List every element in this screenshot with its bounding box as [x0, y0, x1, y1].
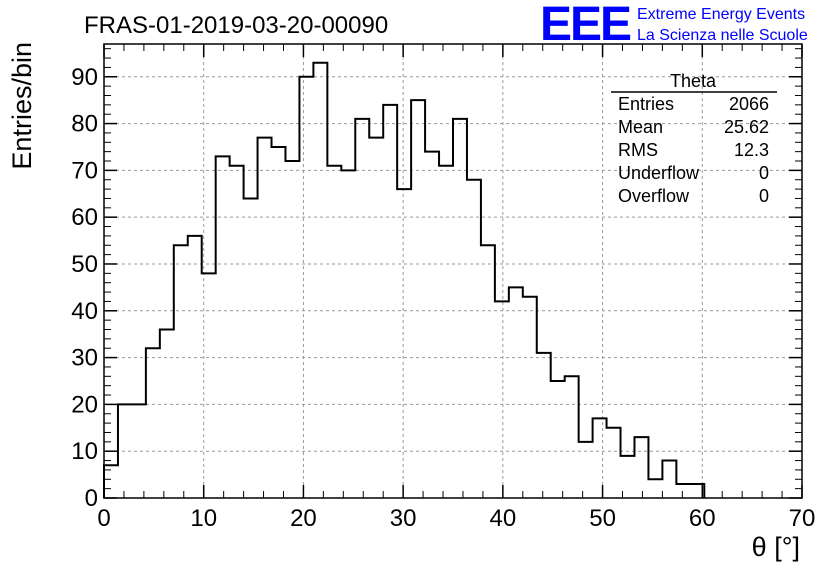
stats-row-value: 25.62 — [724, 117, 769, 137]
histogram-bin — [327, 166, 341, 498]
histogram-bin — [634, 437, 648, 498]
histogram-bin — [411, 100, 425, 498]
y-tick-label: 90 — [71, 64, 98, 91]
logo-line-1: Extreme Energy Events — [637, 6, 805, 23]
y-tick-label: 70 — [71, 157, 98, 184]
histogram-bin — [230, 166, 244, 498]
stats-row-label: Overflow — [618, 186, 690, 206]
histogram-bin — [272, 147, 286, 498]
histogram-bin — [495, 301, 509, 498]
logo-mark: EEE — [540, 0, 631, 51]
x-tick-labels: 0 10 20 30 40 50 60 70 — [97, 505, 815, 532]
histogram-bin — [258, 138, 272, 498]
histogram-bin — [453, 119, 467, 498]
x-tick-label: 50 — [589, 505, 616, 532]
histogram-bin — [481, 245, 495, 498]
histogram-bin — [369, 138, 383, 498]
histogram-bin — [383, 105, 397, 498]
eee-logo: EEE Extreme Energy Events La Scienza nel… — [540, 0, 808, 51]
histogram-bins — [104, 63, 704, 498]
stats-row-value: 0 — [759, 163, 769, 183]
x-tick-label: 70 — [789, 505, 816, 532]
histogram-bin — [607, 428, 621, 498]
histogram-bin — [285, 161, 299, 498]
histogram-bin — [467, 180, 481, 498]
y-tick-label: 30 — [71, 345, 98, 372]
histogram-bin — [299, 77, 313, 498]
y-tick-label: 60 — [71, 204, 98, 231]
stats-rows: Entries 2066 Mean 25.62 RMS 12.3 Underflow 0 Ove… — [618, 94, 769, 206]
histogram-bin — [537, 353, 551, 498]
histogram-bin — [313, 63, 327, 498]
histogram-bin — [565, 376, 579, 498]
histogram-bin — [593, 418, 607, 498]
stats-row-label: Mean — [618, 117, 663, 137]
histogram-bin — [160, 330, 174, 498]
stats-row-value: 2066 — [729, 94, 769, 114]
histogram-bin — [509, 287, 523, 498]
histogram-bin — [174, 245, 188, 498]
y-tick-label: 10 — [71, 438, 98, 465]
y-tick-label: 50 — [71, 251, 98, 278]
histogram-outline — [103, 61, 706, 498]
histogram-bin — [551, 381, 565, 498]
plot-title: FRAS-01-2019-03-20-00090 — [84, 12, 388, 39]
histogram-bin — [425, 152, 439, 498]
plot-frame — [103, 43, 803, 499]
histogram-bin — [579, 442, 593, 498]
x-tick-label: 20 — [290, 505, 317, 532]
stats-name: Theta — [670, 71, 717, 91]
stats-row-value: 12.3 — [734, 140, 769, 160]
stats-row-value: 0 — [759, 186, 769, 206]
x-tick-label: 60 — [689, 505, 716, 532]
y-tick-label: 40 — [71, 298, 98, 325]
y-tick-label: 80 — [71, 111, 98, 138]
stats-row-label: RMS — [618, 140, 658, 160]
y-axis-label: Entries/bin — [7, 42, 37, 170]
x-tick-label: 10 — [190, 505, 217, 532]
y-tick-label: 20 — [71, 391, 98, 418]
histogram-bin — [341, 170, 355, 498]
y-tick-label: 0 — [85, 485, 98, 512]
histogram-bin — [523, 297, 537, 498]
x-tick-label: 30 — [390, 505, 417, 532]
x-axis-label: θ [°] — [752, 532, 800, 562]
histogram-bin — [188, 236, 202, 498]
histogram-bin — [146, 348, 160, 498]
histogram-bin — [662, 461, 676, 498]
histogram-bin — [676, 484, 690, 498]
histogram-bin — [216, 156, 230, 498]
histogram-bin — [648, 479, 662, 498]
stats-row-label: Entries — [618, 94, 674, 114]
logo-line-2: La Scienza nelle Scuole — [637, 27, 808, 44]
histogram-bin — [355, 119, 369, 498]
axis-ticks — [103, 44, 803, 499]
histogram-bin — [244, 198, 258, 498]
stats-box: Theta Entries 2066 Mean 25.62 RMS 12.3 Underfl… — [611, 71, 777, 206]
y-tick-labels: 0 10 20 30 40 50 60 70 80 90 — [71, 64, 98, 512]
stats-row-label: Underflow — [618, 163, 700, 183]
x-tick-label: 40 — [490, 505, 517, 532]
x-tick-label: 0 — [97, 505, 110, 532]
histogram-bin — [439, 166, 453, 498]
grid-lines — [104, 44, 802, 498]
